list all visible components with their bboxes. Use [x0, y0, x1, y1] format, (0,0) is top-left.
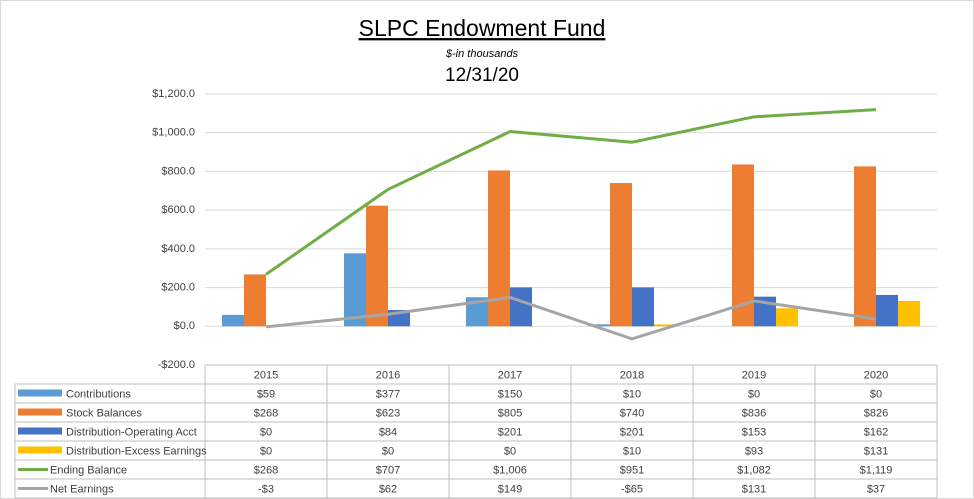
data-table-cell: $0	[748, 388, 760, 400]
bar	[632, 287, 654, 327]
bar	[222, 314, 244, 327]
line	[265, 295, 877, 341]
chart-subtitle: $-in thousands	[445, 48, 519, 60]
data-table-cell: $153	[742, 426, 766, 438]
data-table-cell: $0	[870, 388, 882, 400]
data-table-cell: $37	[867, 483, 885, 495]
y-tick-label: $400.0	[161, 243, 195, 255]
y-tick-label: $1,000.0	[152, 127, 195, 139]
bar	[366, 205, 388, 327]
data-table-cell: $10	[623, 445, 641, 457]
legend-key	[18, 408, 62, 416]
data-table-cell: -$65	[621, 483, 643, 495]
data-table-cell: $836	[742, 407, 766, 419]
data-table-cell: $0	[260, 426, 272, 438]
data-table-cell: $740	[620, 407, 644, 419]
y-tick-label: $0.0	[174, 320, 195, 332]
bar	[876, 294, 898, 327]
data-table-cell: $1,006	[493, 464, 527, 476]
legend-label: Distribution-Excess Earnings	[66, 445, 207, 457]
data-table-cell: $59	[257, 388, 275, 400]
bar	[488, 170, 510, 327]
data-table-cell: $201	[498, 426, 522, 438]
data-table-cell: $377	[376, 388, 400, 400]
bar	[466, 297, 488, 327]
data-table-cell: $201	[620, 426, 644, 438]
legend-label: Distribution-Operating Acct	[66, 426, 197, 438]
x-tick-label: 2016	[376, 369, 400, 381]
data-table-cell: $84	[379, 426, 397, 438]
data-table-cell: $0	[260, 445, 272, 457]
data-table-cell: $826	[864, 407, 888, 419]
data-table-cell: $93	[745, 445, 763, 457]
data-table-cell: $707	[376, 464, 400, 476]
bar	[244, 274, 266, 327]
data-table-cell: $162	[864, 426, 888, 438]
bar	[510, 287, 532, 327]
y-tick-label: -$200.0	[158, 359, 195, 371]
data-table-cell: $131	[742, 483, 766, 495]
chart-title: SLPC Endowment Fund	[359, 15, 606, 41]
bar	[344, 253, 366, 327]
data-table-cell: $150	[498, 388, 522, 400]
legend-label: Net Earnings	[50, 483, 114, 495]
x-tick-label: 2019	[742, 369, 766, 381]
x-tick-label: 2020	[864, 369, 888, 381]
data-table-cell: $10	[623, 388, 641, 400]
y-tick-label: $1,200.0	[152, 88, 195, 100]
legend-label: Stock Balances	[66, 407, 142, 419]
data-table-cell: $149	[498, 483, 522, 495]
legend-label: Ending Balance	[50, 464, 127, 476]
legend-label: Contributions	[66, 388, 131, 400]
chart-date: 12/31/20	[445, 65, 519, 86]
data-table-cell: $623	[376, 407, 400, 419]
x-tick-label: 2018	[620, 369, 644, 381]
bar	[898, 300, 920, 327]
data-table-cell: $131	[864, 445, 888, 457]
bar	[588, 324, 610, 327]
bar	[854, 166, 876, 327]
bar	[654, 324, 676, 327]
bar	[776, 308, 798, 327]
y-tick-label: $600.0	[161, 204, 195, 216]
bar	[732, 164, 754, 327]
data-table-cell: -$3	[258, 483, 274, 495]
data-table-cell: $951	[620, 464, 644, 476]
data-table-cell: $0	[504, 445, 516, 457]
data-table-cell: $0	[382, 445, 394, 457]
y-tick-label: $200.0	[161, 281, 195, 293]
data-table-cell: $62	[379, 483, 397, 495]
x-tick-label: 2015	[254, 369, 278, 381]
y-tick-label: $800.0	[161, 165, 195, 177]
data-table-cell: $805	[498, 407, 522, 419]
data-table-cell: $268	[254, 464, 278, 476]
x-tick-label: 2017	[498, 369, 522, 381]
data-table-cell: $1,082	[737, 464, 771, 476]
legend-key	[18, 427, 62, 435]
legend-key	[18, 389, 62, 397]
bar	[610, 183, 632, 327]
data-table-cell: $1,119	[860, 464, 893, 476]
data-table-cell: $268	[254, 407, 278, 419]
line	[265, 108, 877, 276]
legend-key	[18, 446, 62, 454]
